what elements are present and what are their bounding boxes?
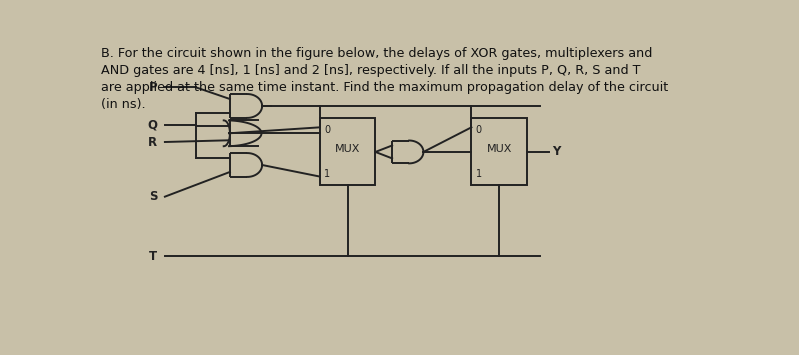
Text: 1: 1 — [324, 169, 330, 179]
Text: S: S — [149, 190, 157, 203]
Text: MUX: MUX — [487, 144, 512, 154]
Bar — [320, 119, 376, 185]
Text: 1: 1 — [475, 169, 482, 179]
Text: Q: Q — [148, 118, 157, 131]
Text: T: T — [149, 250, 157, 263]
Bar — [471, 119, 527, 185]
Text: P: P — [149, 81, 157, 94]
Text: R: R — [149, 136, 157, 148]
Text: 0: 0 — [324, 125, 330, 135]
Text: 0: 0 — [475, 125, 482, 135]
Text: Y: Y — [552, 146, 560, 158]
Text: MUX: MUX — [335, 144, 360, 154]
Text: B. For the circuit shown in the figure below, the delays of XOR gates, multiplex: B. For the circuit shown in the figure b… — [101, 47, 668, 110]
